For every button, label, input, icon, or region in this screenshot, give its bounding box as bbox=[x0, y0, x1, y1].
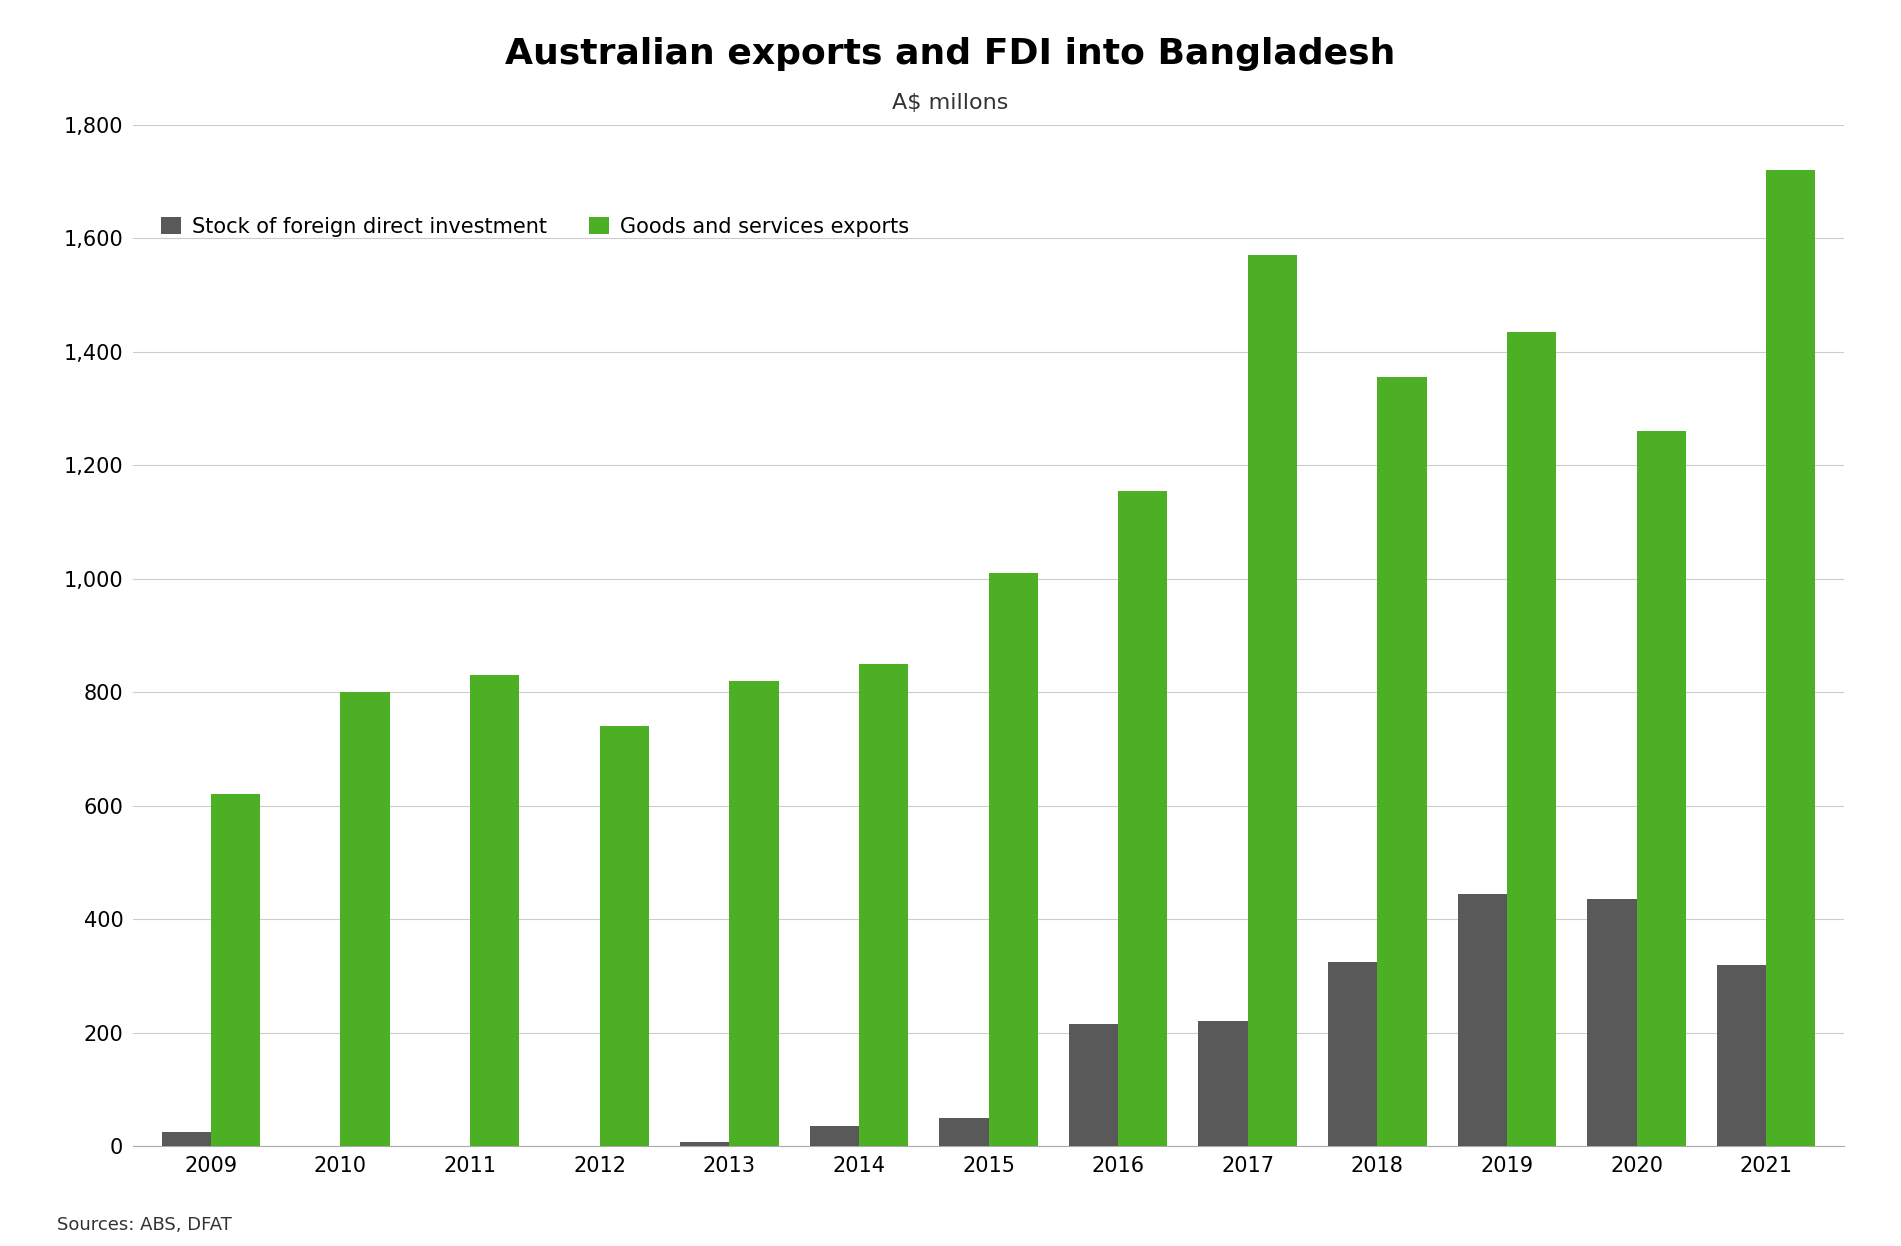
Text: Australian exports and FDI into Bangladesh: Australian exports and FDI into Banglade… bbox=[506, 37, 1395, 71]
Bar bbox=[939, 1118, 989, 1146]
Bar bbox=[681, 1141, 730, 1146]
Text: Sources: ABS, DFAT: Sources: ABS, DFAT bbox=[57, 1216, 232, 1234]
Bar bbox=[211, 795, 260, 1146]
Bar bbox=[1717, 964, 1766, 1146]
Legend: Stock of foreign direct investment, Goods and services exports: Stock of foreign direct investment, Good… bbox=[160, 217, 909, 237]
Bar bbox=[1068, 1024, 1118, 1146]
Bar bbox=[470, 675, 519, 1146]
Bar bbox=[1507, 331, 1557, 1146]
Bar bbox=[989, 573, 1038, 1146]
Bar bbox=[162, 1133, 211, 1146]
Bar bbox=[1587, 900, 1637, 1146]
Bar bbox=[730, 680, 779, 1146]
Bar bbox=[1247, 255, 1296, 1146]
Bar bbox=[1637, 431, 1686, 1146]
Bar bbox=[1378, 378, 1426, 1146]
Bar bbox=[1198, 1022, 1247, 1146]
Text: A$ millons: A$ millons bbox=[892, 93, 1009, 113]
Bar bbox=[810, 1126, 859, 1146]
Bar bbox=[599, 726, 648, 1146]
Bar bbox=[1118, 491, 1167, 1146]
Bar bbox=[859, 664, 909, 1146]
Bar bbox=[340, 693, 390, 1146]
Bar bbox=[1458, 893, 1507, 1146]
Bar bbox=[1329, 962, 1378, 1146]
Bar bbox=[1766, 169, 1815, 1146]
